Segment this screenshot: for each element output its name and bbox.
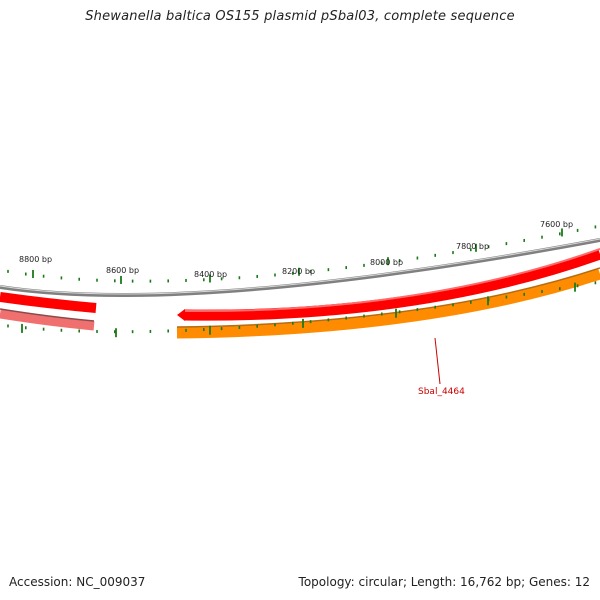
forward-gene-right-arrowhead xyxy=(177,309,185,321)
accession-text: Accession: NC_009037 xyxy=(9,575,146,589)
ruler-label: 7800 bp xyxy=(456,242,489,251)
gene-sbal-4464-edge xyxy=(176,267,600,328)
ruler-label: 8600 bp xyxy=(106,266,139,275)
genome-backbone-highlight xyxy=(0,238,600,295)
ruler-label: 8800 bp xyxy=(19,255,52,264)
ruler-label: 8200 bp xyxy=(282,267,315,276)
genome-backbone-arc xyxy=(0,238,600,298)
reverse-gene-left-edge xyxy=(0,308,95,322)
ruler-label: 7600 bp xyxy=(540,220,573,229)
forward-gene-left[interactable] xyxy=(0,292,97,313)
callout-line-sbal-4464 xyxy=(434,337,441,385)
ruler-tick-labels: 8800 bp 8600 bp 8400 bp 8200 bp 8000 bp 7800 … xyxy=(19,220,573,279)
ruler-label: 8400 bp xyxy=(194,270,227,279)
forward-gene-right[interactable] xyxy=(183,248,600,321)
forward-gene-right-highlight xyxy=(183,248,600,313)
ruler-ticks xyxy=(7,225,597,338)
gene-sbal-4464[interactable] xyxy=(176,268,600,339)
map-title: Shewanella baltica OS155 plasmid pSbal03… xyxy=(85,9,515,24)
summary-text: Topology: circular; Length: 16,762 bp; G… xyxy=(298,575,590,589)
gene-label-sbal-4464[interactable]: Sbal_4464 xyxy=(418,387,465,397)
ruler-label: 8000 bp xyxy=(370,258,403,267)
reverse-gene-left[interactable] xyxy=(0,309,95,331)
